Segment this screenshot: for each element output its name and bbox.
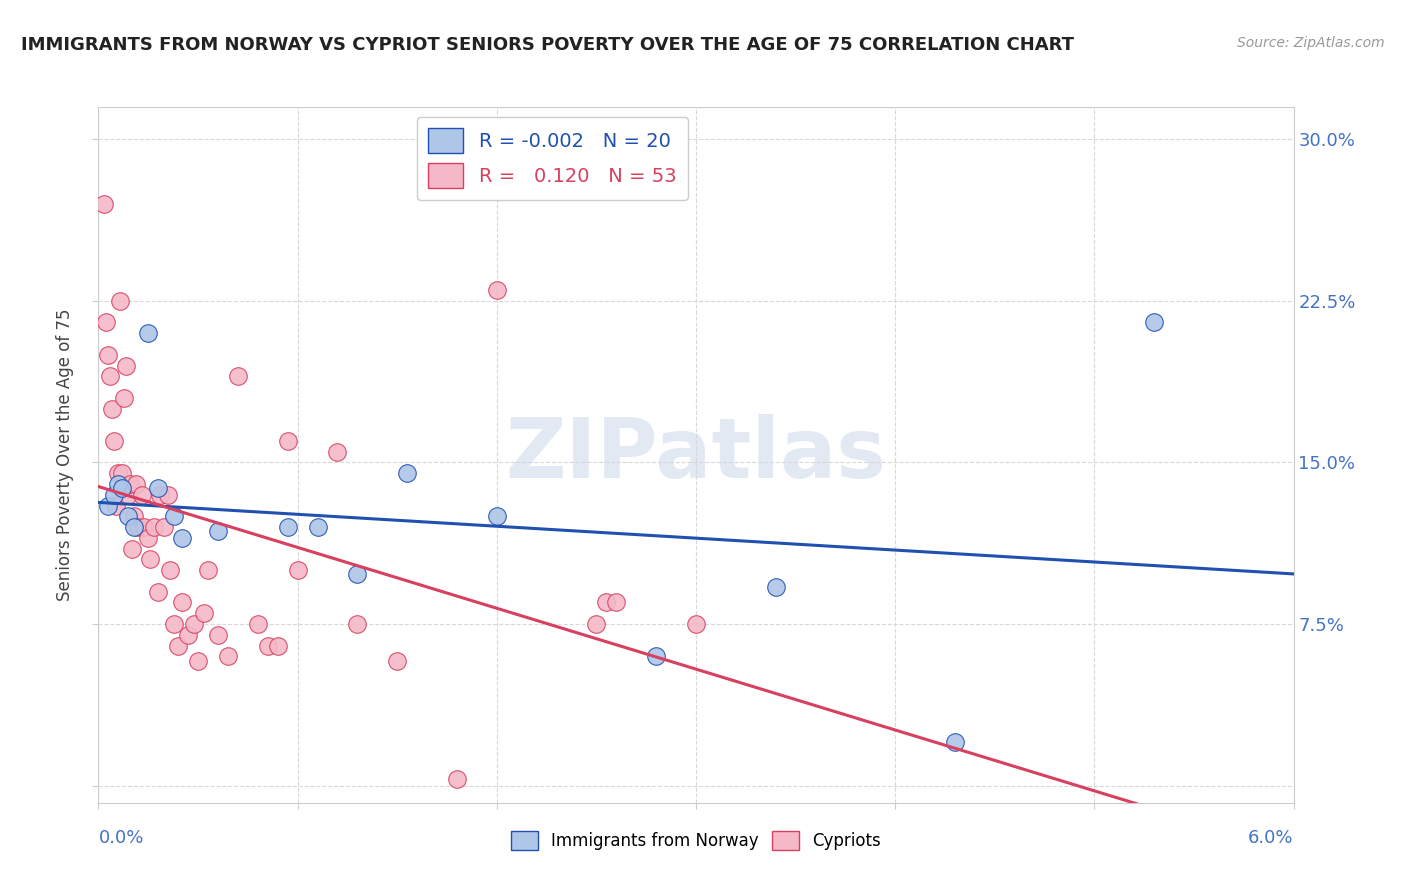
Point (277, 434, 299, 448)
Point (121, 541, 143, 556)
Point (685, 617, 707, 632)
Point (765, 581, 787, 595)
Point (193, 606, 215, 620)
Point (585, 617, 607, 632)
Point (97, 348, 120, 362)
Point (131, 488, 153, 502)
Point (139, 552, 162, 566)
Point (207, 628, 229, 642)
Point (115, 359, 138, 373)
Point (148, 481, 170, 495)
Point (112, 391, 135, 405)
Point (124, 509, 146, 524)
Point (111, 481, 134, 495)
Point (172, 595, 194, 609)
Text: 0.0%: 0.0% (98, 829, 143, 847)
Point (1143, 315, 1166, 329)
Point (485, 509, 508, 524)
Y-axis label: Seniors Poverty Over the Age of 75: Seniors Poverty Over the Age of 75 (56, 309, 75, 601)
Point (93, 197, 115, 211)
Point (267, 639, 290, 653)
Point (167, 639, 190, 653)
Point (117, 488, 139, 502)
Point (149, 488, 172, 502)
Point (595, 595, 617, 609)
Point (226, 369, 249, 384)
Text: Source: ZipAtlas.com: Source: ZipAtlas.com (1237, 36, 1385, 50)
Point (645, 649, 668, 664)
Point (107, 477, 129, 491)
Point (256, 639, 278, 653)
Text: 6.0%: 6.0% (1249, 829, 1294, 847)
Point (148, 584, 170, 599)
Point (134, 520, 156, 534)
Point (136, 531, 159, 545)
Point (143, 520, 166, 534)
Point (396, 467, 419, 481)
Point (943, 735, 966, 749)
Point (101, 401, 124, 416)
Point (277, 520, 299, 534)
Point (125, 477, 148, 491)
Point (246, 617, 269, 632)
Point (485, 283, 508, 297)
Point (107, 467, 129, 481)
Point (97, 499, 120, 513)
Point (307, 520, 329, 534)
Point (346, 617, 368, 632)
Point (103, 434, 125, 448)
Point (117, 509, 139, 524)
Point (385, 654, 409, 668)
Point (111, 467, 134, 481)
Point (605, 595, 627, 609)
Point (124, 520, 146, 534)
Point (103, 488, 125, 502)
Point (183, 617, 205, 632)
Point (136, 326, 159, 341)
Text: ZIPatlas: ZIPatlas (506, 415, 886, 495)
Point (287, 563, 309, 577)
Point (153, 520, 176, 534)
Point (127, 520, 149, 534)
Point (120, 477, 142, 491)
Point (446, 772, 468, 786)
Point (197, 563, 219, 577)
Point (217, 649, 239, 664)
Point (98, 369, 122, 384)
Point (163, 509, 186, 524)
Point (105, 499, 128, 513)
Point (163, 617, 186, 632)
Point (177, 628, 200, 642)
Point (159, 563, 181, 577)
Point (110, 293, 132, 308)
Text: IMMIGRANTS FROM NORWAY VS CYPRIOT SENIORS POVERTY OVER THE AGE OF 75 CORRELATION: IMMIGRANTS FROM NORWAY VS CYPRIOT SENIOR… (21, 36, 1074, 54)
Point (326, 444, 349, 458)
Point (172, 531, 194, 545)
Legend: Immigrants from Norway, Cypriots: Immigrants from Norway, Cypriots (505, 824, 887, 857)
Point (157, 488, 180, 502)
Point (346, 567, 368, 582)
Point (96, 315, 118, 329)
Point (207, 524, 229, 539)
Point (187, 654, 209, 668)
